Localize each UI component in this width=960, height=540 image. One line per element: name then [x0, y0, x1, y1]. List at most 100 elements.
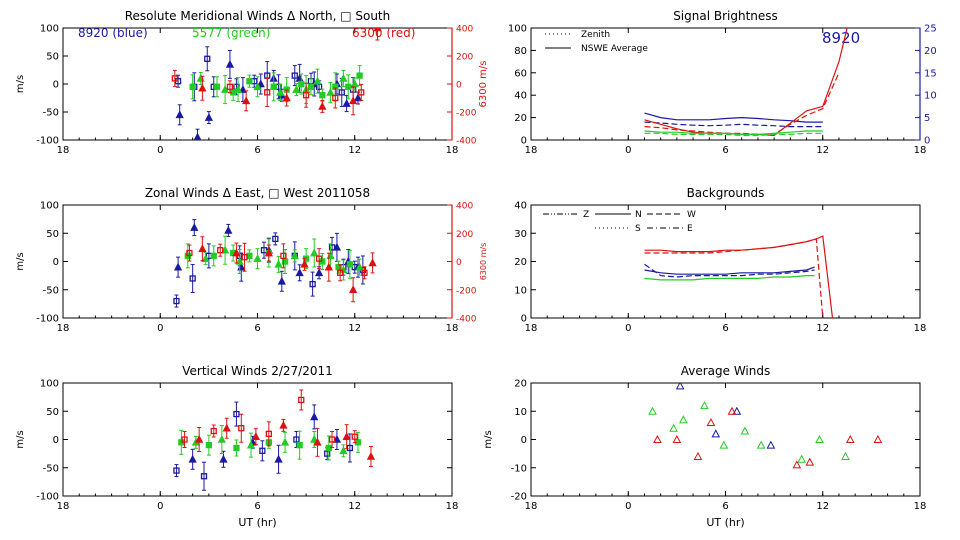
- y-tick-label: 50: [46, 52, 59, 63]
- data-point: [295, 268, 304, 277]
- chart-title: Average Winds: [681, 364, 771, 378]
- x-tick-label: 18: [525, 323, 538, 334]
- y-axis-label: m/s: [15, 430, 26, 448]
- x-tick-label: 12: [348, 323, 361, 334]
- x-tick-label: 6: [722, 501, 728, 512]
- data-point: [280, 437, 290, 446]
- data-point: [171, 75, 178, 82]
- annotation-label: 6300 (red): [352, 26, 415, 40]
- data-point: [204, 55, 211, 62]
- x-tick-label: 12: [816, 501, 829, 512]
- data-point: [318, 101, 327, 110]
- data-point: [342, 99, 351, 107]
- data-point: [337, 269, 344, 276]
- data-point: [274, 454, 283, 463]
- y-axis-label: m/s: [483, 430, 494, 448]
- x-tick-label: 12: [816, 145, 829, 156]
- annotation-label: 8920 (blue): [78, 26, 148, 40]
- data-point: [792, 460, 802, 469]
- data-point: [233, 85, 243, 93]
- x-tick-label: 0: [157, 145, 163, 156]
- series-group: [644, 28, 848, 137]
- series-line: [644, 263, 815, 278]
- data-point: [310, 248, 319, 257]
- x-tick-label: 18: [446, 323, 459, 334]
- x-tick-label: 18: [525, 145, 538, 156]
- chart-title: Zonal Winds Δ East, □ West 2011058: [145, 186, 370, 200]
- y2-tick-label: 400: [456, 202, 473, 212]
- x-tick-label: 6: [254, 501, 260, 512]
- data-point: [210, 252, 217, 260]
- data-point: [797, 454, 807, 463]
- y-tick-label: -20: [511, 492, 527, 503]
- data-point: [265, 430, 272, 438]
- data-point: [679, 415, 688, 424]
- annotation-label: 8920: [822, 29, 860, 47]
- data-point: [224, 225, 233, 234]
- data-point: [332, 242, 342, 251]
- data-point: [310, 412, 319, 421]
- series-group: [173, 389, 376, 491]
- y2-tick-label: 20: [924, 46, 937, 57]
- data-point: [841, 451, 850, 460]
- y2-axis-label: 6300 m/s: [479, 243, 488, 281]
- x-tick-label: 18: [57, 501, 70, 512]
- chart-title: Signal Brightness: [673, 9, 778, 23]
- data-point: [672, 434, 682, 443]
- x-tick-label: 18: [914, 145, 927, 156]
- data-point: [350, 79, 359, 88]
- y2-tick-label: -400: [456, 315, 477, 325]
- y-tick-label: -50: [43, 285, 59, 296]
- data-point: [195, 434, 204, 443]
- x-tick-label: 18: [57, 323, 70, 334]
- x-tick-label: 18: [57, 145, 70, 156]
- y2-tick-label: 15: [924, 68, 937, 79]
- y2-tick-label: -400: [456, 137, 477, 147]
- y-tick-label: 10: [514, 407, 527, 418]
- data-point: [873, 434, 883, 443]
- y2-tick-label: 0: [456, 258, 462, 268]
- data-point: [319, 92, 326, 99]
- data-point: [298, 80, 305, 88]
- data-point: [173, 297, 180, 305]
- y2-tick-label: -200: [456, 109, 477, 119]
- series-group: [648, 383, 883, 469]
- data-point: [274, 259, 283, 268]
- data-point: [314, 268, 324, 277]
- data-point: [175, 110, 184, 119]
- y-tick-label: -50: [43, 463, 59, 474]
- data-point: [186, 249, 193, 257]
- x-tick-label: 0: [625, 323, 631, 334]
- data-point: [740, 426, 750, 435]
- y-tick-label: 100: [40, 24, 59, 35]
- data-point: [256, 79, 265, 88]
- y-tick-label: -100: [36, 136, 59, 147]
- data-point: [356, 72, 363, 79]
- series-line: [644, 72, 840, 135]
- data-point: [276, 87, 285, 96]
- data-point: [351, 433, 358, 440]
- data-point: [280, 252, 287, 260]
- data-point: [232, 248, 241, 257]
- data-point: [241, 254, 248, 261]
- x-tick-label: 0: [157, 323, 163, 334]
- data-point: [200, 473, 208, 480]
- data-point: [259, 447, 266, 454]
- data-point: [845, 434, 855, 443]
- data-point: [213, 83, 221, 90]
- data-point: [373, 28, 382, 32]
- data-point: [198, 83, 207, 92]
- y-tick-label: 0: [53, 435, 59, 446]
- data-point: [279, 420, 288, 429]
- data-point: [368, 258, 377, 267]
- data-point: [217, 434, 226, 443]
- data-point: [310, 434, 319, 443]
- series-line: [644, 130, 823, 135]
- chart-title: Backgrounds: [687, 186, 765, 200]
- axes-frame: [530, 382, 921, 497]
- data-point: [669, 423, 678, 432]
- panel-zonal: Zonal Winds Δ East, □ West 2011058 18 0 6 12…: [15, 186, 488, 334]
